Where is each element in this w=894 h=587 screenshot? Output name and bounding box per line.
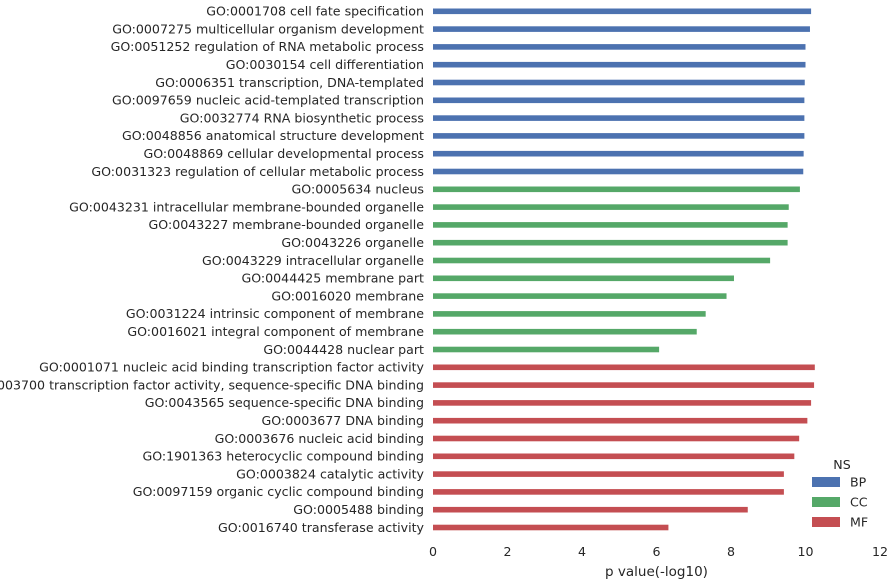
bar-cc-15: [433, 275, 734, 282]
legend-label-bp: BP: [850, 475, 867, 490]
x-tick-labels: 0 2 4 6 8 10 12: [429, 544, 888, 559]
legend-label-mf: MF: [850, 515, 868, 530]
bar-mf-29: [433, 524, 669, 531]
y-tick-label: GO:0003676 nucleic acid binding: [215, 431, 424, 446]
bars-group: [433, 8, 815, 531]
bar-bp-2: [433, 44, 806, 50]
y-tick-label: GO:0043565 sequence-specific DNA binding: [145, 395, 424, 410]
y-tick-label: GO:0016020 membrane: [271, 288, 424, 303]
bar-bp-9: [433, 168, 804, 175]
y-tick-label: GO:0044428 nuclear part: [263, 342, 424, 357]
y-tick-label: GO:0007275 multicellular organism develo…: [112, 21, 424, 36]
bar-mf-24: [433, 435, 800, 442]
y-tick-label: GO:0016740 transferase activity: [218, 520, 425, 535]
x-tick-label: 4: [578, 544, 586, 559]
y-tick-label: GO:0006351 transcription, DNA-templated: [155, 75, 424, 90]
x-axis-label: p value(-log10): [605, 564, 708, 580]
bar-mf-27: [433, 489, 784, 495]
bar-bp-3: [433, 61, 806, 68]
y-tick-label: GO:0097659 nucleic acid-templated transc…: [112, 93, 424, 108]
x-tick-label: 10: [797, 544, 813, 559]
bar-mf-20: [433, 364, 815, 371]
x-tick-label: 0: [429, 544, 437, 559]
legend-items: BP CC MF: [812, 475, 868, 530]
bar-cc-10: [433, 186, 800, 193]
bar-mf-23: [433, 417, 808, 424]
x-tick-label: 12: [872, 544, 888, 559]
y-tick-label: GO:0001708 cell fate specification: [206, 4, 424, 19]
y-tick-label: GO:0001071 nucleic acid binding transcri…: [39, 360, 424, 375]
bar-cc-16: [433, 293, 727, 299]
x-tick-label: 8: [727, 544, 735, 559]
x-tick-label: 2: [503, 544, 511, 559]
y-tick-label: GO:0043227 membrane-bounded organelle: [149, 217, 425, 232]
bar-mf-26: [433, 471, 784, 477]
y-tick-label: GO:0030154 cell differentiation: [226, 57, 424, 72]
bar-bp-8: [433, 150, 804, 157]
bar-bp-0: [433, 8, 812, 15]
y-tick-label: GO:0043229 intracellular organelle: [202, 253, 424, 268]
legend-swatch-bp: [812, 477, 840, 487]
x-tick-label: 6: [652, 544, 660, 559]
y-tick-labels: GO:0001708 cell fate specification GO:000…: [0, 4, 425, 535]
bar-cc-19: [433, 346, 660, 353]
bar-mf-28: [433, 506, 748, 513]
y-tick-label: GO:0016021 integral component of membran…: [127, 324, 424, 339]
bar-cc-13: [433, 239, 788, 246]
bar-cc-11: [433, 204, 789, 210]
bar-bp-5: [433, 97, 805, 104]
bar-cc-17: [433, 311, 706, 317]
bar-bp-4: [433, 79, 805, 86]
y-tick-label: GO:1901363 heterocyclic compound binding: [142, 449, 424, 464]
bar-bp-7: [433, 133, 805, 139]
y-tick-label: GO:0031323 regulation of cellular metabo…: [91, 164, 424, 179]
bar-mf-21: [433, 382, 815, 388]
bar-cc-14: [433, 257, 771, 264]
y-tick-label: GO:0044425 membrane part: [241, 271, 424, 286]
y-tick-label: GO:0051252 regulation of RNA metabolic p…: [111, 39, 424, 54]
legend-title: NS: [833, 457, 850, 472]
y-tick-label: GO:0048856 anatomical structure developm…: [122, 128, 424, 143]
y-tick-label: GO:0097159 organic cyclic compound bindi…: [133, 484, 424, 499]
bar-cc-12: [433, 222, 788, 228]
y-tick-label: GO:0031224 intrinsic component of membra…: [126, 306, 424, 321]
y-tick-label: GO:0003700 transcription factor activity…: [0, 377, 424, 392]
y-tick-label: GO:0003677 DNA binding: [262, 413, 424, 428]
y-tick-label: GO:0048869 cellular developmental proces…: [143, 146, 424, 161]
legend-swatch-cc: [812, 497, 840, 507]
bar-mf-22: [433, 400, 812, 406]
bar-bp-1: [433, 26, 810, 32]
y-tick-label: GO:0043231 intracellular membrane-bounde…: [69, 199, 424, 214]
y-tick-label: GO:0005634 nucleus: [292, 182, 424, 197]
bar-cc-18: [433, 328, 697, 335]
y-tick-label: GO:0003824 catalytic activity: [236, 466, 424, 481]
legend: NS BP CC MF: [812, 457, 868, 530]
y-tick-label: GO:0032774 RNA biosynthetic process: [180, 110, 424, 125]
legend-label-cc: CC: [850, 495, 868, 510]
legend-swatch-mf: [812, 517, 840, 527]
bar-mf-25: [433, 453, 795, 460]
y-tick-label: GO:0005488 binding: [293, 502, 424, 517]
y-tick-label: GO:0043226 organelle: [281, 235, 424, 250]
bar-bp-6: [433, 115, 805, 121]
